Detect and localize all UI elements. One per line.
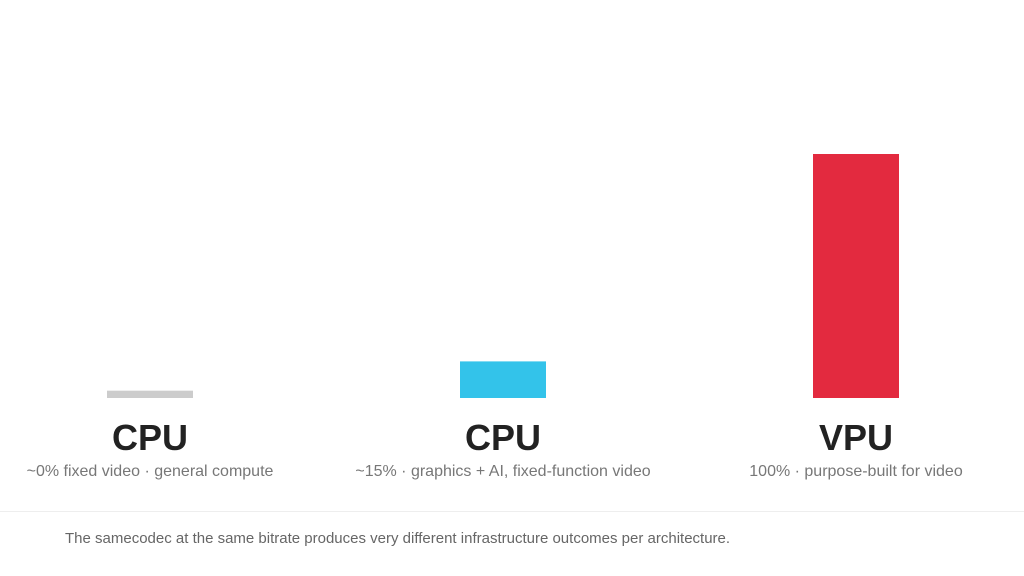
category-subtitle-3: 100% · purpose-built for video xyxy=(749,463,963,480)
category-subtitle-2: ~15% · graphics + AI, fixed-function vid… xyxy=(355,463,650,480)
category-label-2: CPU xyxy=(465,417,541,458)
footnote: The samecodec at the same bitrate produc… xyxy=(65,530,731,547)
bar-2 xyxy=(460,361,546,398)
bar-3 xyxy=(813,154,899,398)
category-label-3: VPU xyxy=(819,417,893,458)
category-label-1: CPU xyxy=(112,417,188,458)
divider xyxy=(0,511,1024,512)
bar-chart: CPU ~0% fixed video · general compute CPU ~… xyxy=(27,154,963,480)
category-subtitle-1: ~0% fixed video · general compute xyxy=(27,463,274,480)
bar-1 xyxy=(107,390,193,398)
